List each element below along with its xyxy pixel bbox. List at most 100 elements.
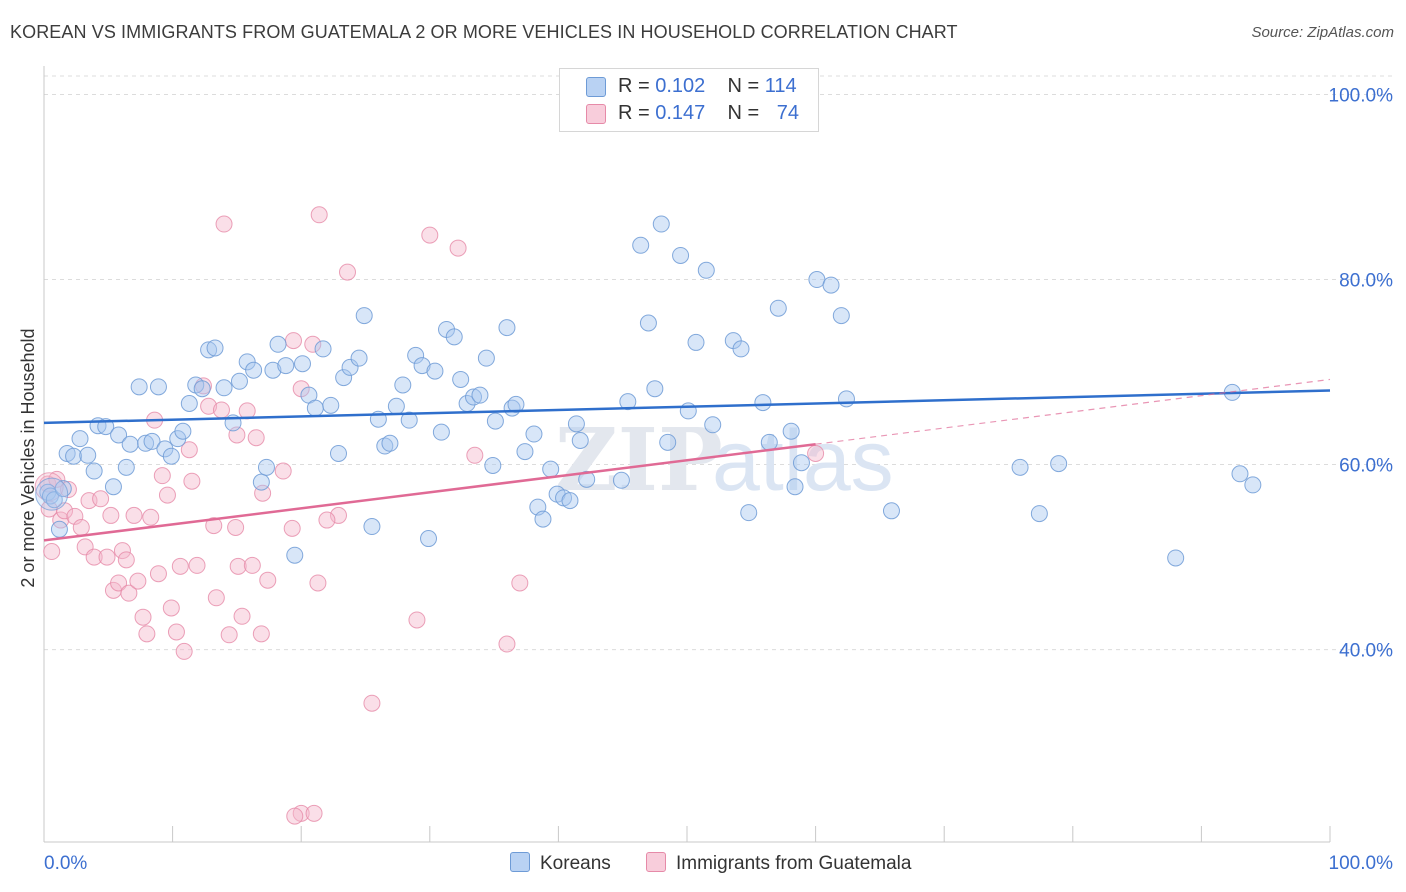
korean-point (143, 432, 161, 450)
korean-trend-line (43, 389, 1331, 425)
korean-point (619, 393, 637, 411)
y-tick-label: 60.0% (1339, 456, 1393, 477)
guatemala-point (56, 502, 74, 520)
guatemala-trend-line (43, 442, 816, 542)
korean-point (1050, 455, 1068, 473)
korean-point (1167, 549, 1185, 567)
korean-point (394, 376, 412, 394)
korean-point (50, 520, 68, 538)
korean-point (471, 386, 489, 404)
korean-point (387, 397, 405, 415)
korean-point (452, 370, 470, 388)
guatemala-point (310, 206, 328, 224)
korean-point (65, 447, 83, 465)
korean-point (381, 434, 399, 452)
guatemala-point (167, 623, 185, 641)
korean-point (1030, 505, 1048, 523)
korean-point (578, 470, 596, 488)
x-tick-label: 0.0% (44, 853, 87, 874)
guatemala-point (113, 542, 131, 560)
korean-point (355, 307, 373, 325)
korean-point (257, 458, 275, 476)
guatemala-point (338, 263, 356, 281)
korean-point (639, 314, 657, 332)
guatemala-point (243, 556, 261, 574)
axes (43, 66, 1331, 843)
guatemala-point (52, 511, 70, 529)
guatemala-point (304, 335, 322, 353)
guatemala-point (110, 574, 128, 592)
y-tick-label: 100.0% (1329, 86, 1394, 107)
korean-point (363, 518, 381, 536)
korean-point (206, 339, 224, 357)
guatemala-point (284, 332, 302, 350)
guatemala-point (92, 490, 110, 508)
guatemala-point (212, 401, 230, 419)
guatemala-point (259, 571, 277, 589)
korean-point (837, 390, 855, 408)
korean-point (45, 491, 63, 509)
watermark-atlas: atlas (712, 413, 894, 509)
korean-point (484, 456, 502, 474)
korean-point (760, 433, 778, 451)
korean-point (659, 433, 677, 451)
korean-point (498, 319, 516, 337)
korean-point (322, 396, 340, 414)
guatemala-point (511, 574, 529, 592)
guatemala-point (449, 239, 467, 257)
guatemala-point (72, 518, 90, 536)
tick-labels: 40.0% 60.0% 80.0% 100.0% 0.0% 100.0% (44, 86, 1393, 874)
korean-point (215, 379, 233, 397)
korean-point (252, 473, 270, 491)
korean-point (174, 422, 192, 440)
bottom-legend-koreans: Koreans (510, 852, 611, 875)
guatemala-point (286, 807, 304, 825)
guatemala-point (421, 226, 439, 244)
korean-point (632, 236, 650, 254)
korean-point (679, 402, 697, 420)
legend-n-label: N = (727, 75, 760, 97)
guatemala-point (175, 642, 193, 660)
korean-point (162, 447, 180, 465)
trend-lines (43, 378, 1331, 542)
guatemala-point (134, 608, 152, 626)
korean-point (432, 423, 450, 441)
korean-point (1231, 465, 1249, 483)
y-tick-label: 80.0% (1339, 271, 1393, 292)
legend-n-label: N = (727, 102, 760, 124)
korean-point (445, 328, 463, 346)
korean-point (137, 434, 155, 452)
korean-points (35, 215, 1262, 567)
y-tick-label: 40.0% (1339, 641, 1393, 662)
guatemala-point (220, 626, 238, 644)
korean-point (732, 340, 750, 358)
korean-point (121, 435, 139, 453)
guatemala-point (229, 557, 247, 575)
korean-point (754, 394, 772, 412)
korean-point (341, 358, 359, 376)
korean-point (561, 492, 579, 510)
korean-point (571, 431, 589, 449)
guatemala-point (252, 625, 270, 643)
korean-point (314, 340, 332, 358)
guatemala-point (153, 467, 171, 485)
korean-point (230, 372, 248, 390)
guatemala-point (305, 804, 323, 822)
korean-point (507, 395, 525, 413)
guatemala-point (274, 462, 292, 480)
korean-point (822, 276, 840, 294)
guatemala-point (408, 611, 426, 629)
korean-point (782, 422, 800, 440)
source-label: Source: ZipAtlas.com (1251, 24, 1394, 41)
guatemala-point (807, 444, 825, 462)
korean-point (486, 412, 504, 430)
bottom-legend-koreans-label: Koreans (540, 853, 611, 874)
korean-point-cluster (35, 477, 69, 511)
korean-point (672, 246, 690, 264)
guatemala-point (233, 607, 251, 625)
guatemala-point (120, 584, 138, 602)
korean-point (335, 369, 353, 387)
guatemala-point (43, 543, 61, 561)
guatemala-points (34, 206, 825, 825)
pink-swatch-icon (646, 852, 666, 872)
